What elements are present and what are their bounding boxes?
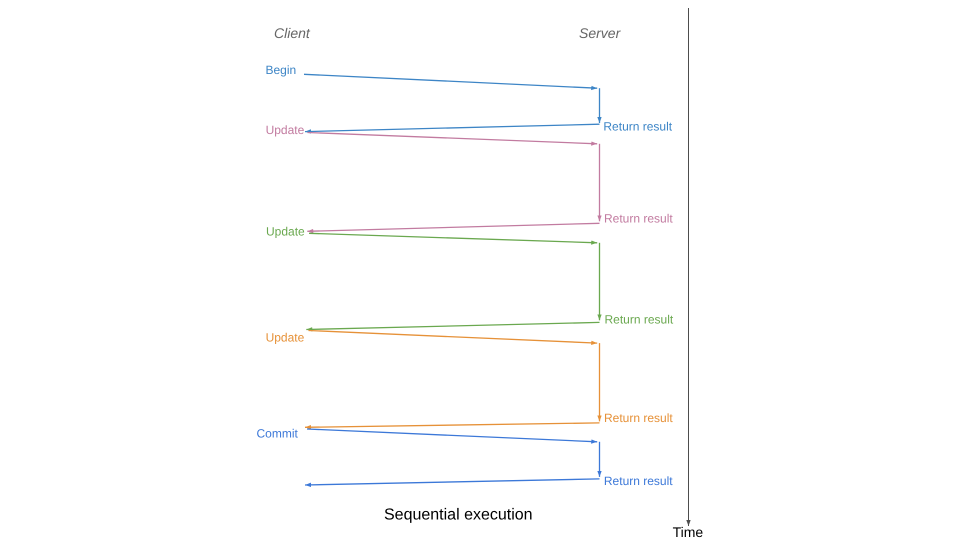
svg-text:Return result: Return result bbox=[604, 411, 673, 425]
svg-text:Return result: Return result bbox=[605, 312, 674, 326]
svg-text:Return result: Return result bbox=[604, 212, 673, 226]
svg-text:Update: Update bbox=[266, 225, 305, 239]
svg-text:Begin: Begin bbox=[266, 63, 297, 77]
svg-text:Update: Update bbox=[266, 123, 305, 137]
svg-text:Sequential execution: Sequential execution bbox=[384, 507, 533, 524]
svg-text:Server: Server bbox=[579, 25, 622, 41]
svg-text:Return result: Return result bbox=[603, 120, 672, 134]
svg-text:Time: Time bbox=[673, 524, 704, 540]
svg-text:Client: Client bbox=[274, 25, 311, 41]
svg-text:Commit: Commit bbox=[257, 427, 299, 441]
svg-text:Return result: Return result bbox=[604, 474, 673, 488]
svg-text:Update: Update bbox=[266, 331, 305, 345]
